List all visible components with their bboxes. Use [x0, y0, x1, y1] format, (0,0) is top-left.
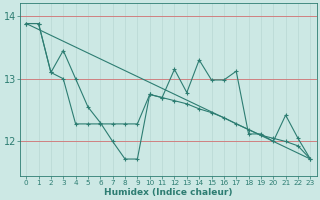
X-axis label: Humidex (Indice chaleur): Humidex (Indice chaleur)	[104, 188, 233, 197]
